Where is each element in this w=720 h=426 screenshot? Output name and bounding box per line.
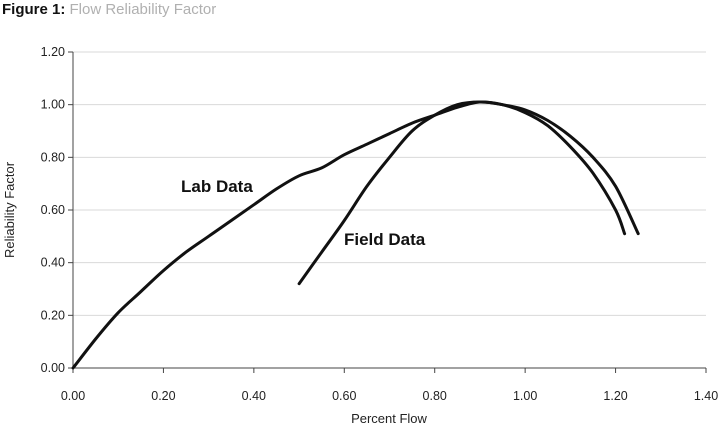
y-tick-label: 0.60 xyxy=(41,203,65,217)
series-label-field-data: Field Data xyxy=(344,230,426,249)
y-tick-label: 1.20 xyxy=(41,45,65,59)
y-axis-title: Reliability Factor xyxy=(2,161,17,258)
gridlines xyxy=(73,51,706,316)
x-tick-label: 0.20 xyxy=(151,389,175,403)
x-tick-label: 1.40 xyxy=(694,389,718,403)
x-axis-ticks: 0.00 0.20 0.40 0.60 0.80 1.00 1.20 1.40 xyxy=(61,368,718,403)
y-tick-label: 0.00 xyxy=(41,361,65,375)
series-lines xyxy=(71,100,640,370)
y-tick-label: 1.00 xyxy=(41,98,65,112)
x-tick-label: 0.00 xyxy=(61,389,85,403)
series-label-lab-data: Lab Data xyxy=(181,177,253,196)
figure-title: Flow Reliability Factor xyxy=(69,1,217,18)
series-line-field-data xyxy=(297,100,627,286)
x-tick-label: 0.60 xyxy=(332,389,356,403)
series-line-lab-data xyxy=(71,100,640,370)
y-tick-label: 0.80 xyxy=(41,150,65,164)
figure-label: Figure 1: xyxy=(2,1,66,18)
y-tick-label: 0.40 xyxy=(41,256,65,270)
y-tick-label: 0.20 xyxy=(41,308,65,322)
x-tick-label: 0.80 xyxy=(423,389,447,403)
y-axis-ticks: 0.00 0.20 0.40 0.60 0.80 1.00 1.20 xyxy=(41,45,73,375)
x-tick-label: 0.40 xyxy=(242,389,266,403)
x-tick-label: 1.20 xyxy=(603,389,627,403)
x-axis-title: Percent Flow xyxy=(351,411,427,426)
figure-caption: Figure 1: Flow Reliability Factor xyxy=(2,0,216,20)
x-tick-label: 1.00 xyxy=(513,389,537,403)
